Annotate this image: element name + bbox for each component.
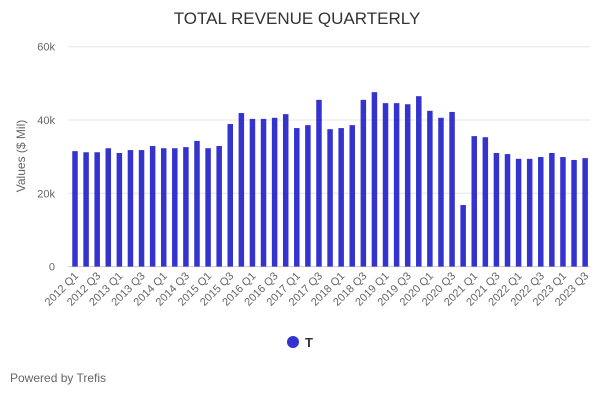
bar-2014-q2[interactable] [172,148,178,267]
bar-2020-q3[interactable] [449,111,455,267]
bar-2012-q4[interactable] [105,148,112,267]
bar-2020-q2[interactable] [438,117,444,267]
powered-by-credit: Powered by Trefis [10,371,107,385]
legend-marker [287,336,299,348]
bar-2016-q4[interactable] [282,114,289,267]
bar-2019-q3[interactable] [404,104,411,267]
bar-2018-q2[interactable] [349,125,356,267]
bar-2016-q3[interactable] [271,117,278,267]
legend[interactable]: T [287,335,313,350]
bar-2015-q4[interactable] [238,113,245,267]
bar-2014-q1[interactable] [160,148,167,267]
y-tick-label: 60k [37,42,55,54]
bar-2017-q3[interactable] [316,99,322,267]
y-tick-label: 20k [37,188,55,200]
bar-2019-q4[interactable] [416,96,422,267]
bar-2012-q3[interactable] [94,152,100,267]
bar-2012-q1[interactable] [72,151,78,267]
bar-2013-q3[interactable] [138,150,145,267]
bar-2012-q2[interactable] [83,152,89,267]
bar-2018-q1[interactable] [338,128,344,267]
bar-2022-q4[interactable] [549,152,555,267]
bar-2021-q4[interactable] [504,154,511,267]
bar-2021-q1[interactable] [471,136,477,267]
bar-2018-q3[interactable] [360,99,367,267]
bar-2015-q3[interactable] [227,124,234,267]
bar-2016-q1[interactable] [249,118,256,267]
bar-2018-q4[interactable] [371,92,378,267]
bar-2023-q3[interactable] [582,158,588,267]
y-tick-label: 0 [49,262,55,274]
bar-2021-q3[interactable] [493,152,500,267]
bar-2013-q1[interactable] [116,152,123,267]
bar-2015-q2[interactable] [216,146,222,267]
bar-2016-q2[interactable] [260,118,267,267]
bar-2021-q2[interactable] [482,137,489,267]
y-tick-label: 40k [37,115,55,127]
y-axis-label: Values ($ Mil) [14,120,28,192]
bar-2020-q1[interactable] [427,110,433,267]
bar-2017-q2[interactable] [305,125,311,267]
bar-2017-q4[interactable] [327,129,333,267]
bar-2019-q2[interactable] [393,103,400,267]
bar-2015-q1[interactable] [205,148,211,267]
bar-2019-q1[interactable] [382,103,389,267]
chart-title: TOTAL REVENUE QUARTERLY [174,9,421,28]
bar-2020-q4[interactable] [460,205,466,267]
bar-2022-q2[interactable] [526,158,533,267]
bar-2017-q1[interactable] [294,128,300,267]
bar-2023-q2[interactable] [571,159,577,267]
bar-2022-q3[interactable] [538,157,544,267]
legend-label: T [305,335,313,350]
bar-2023-q1[interactable] [560,157,566,267]
bar-2022-q1[interactable] [515,158,522,267]
bar-2014-q4[interactable] [194,140,200,267]
bar-2013-q4[interactable] [149,146,156,267]
bar-2014-q3[interactable] [183,147,189,267]
bar-2013-q2[interactable] [127,150,134,267]
